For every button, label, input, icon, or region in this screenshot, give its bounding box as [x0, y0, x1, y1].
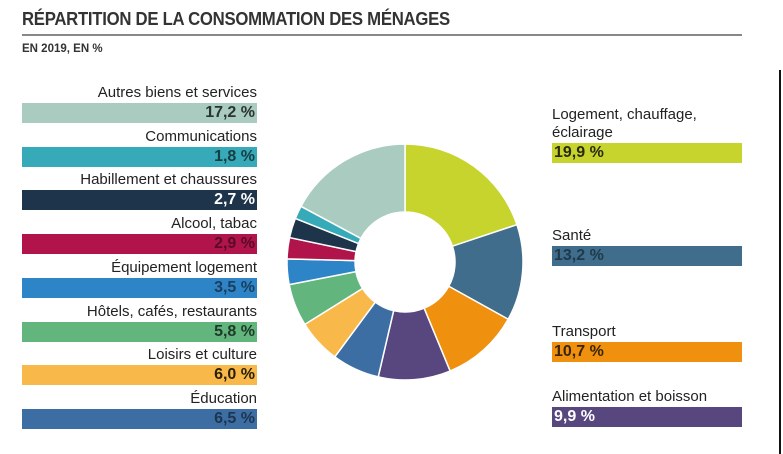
slice-label: Alcool, tabac: [171, 215, 257, 233]
donut-slice-0: [404, 143, 518, 248]
slice-value-bar: 13,2 %: [552, 246, 742, 266]
slice-value-bar: 6,5 %: [22, 408, 257, 429]
title-rule: [22, 34, 742, 36]
slice-label: Alimentation et boisson: [552, 388, 708, 405]
slice-value-bar: 6,0 %: [22, 365, 257, 386]
slice-value-bar: 10,7 %: [552, 342, 742, 362]
slice-label: Habillement et chaussures: [80, 171, 257, 189]
slice-label: éclairage: [552, 124, 613, 141]
slice-label: Éducation: [190, 389, 257, 407]
slice-value-bar: 19,9 %: [552, 143, 742, 163]
slice-label: Hôtels, cafés, restaurants: [86, 302, 257, 320]
slice-label: Loisirs et culture: [147, 346, 257, 364]
slice-value-bar: 5,8 %: [22, 321, 257, 342]
slice-label: Communications: [145, 127, 257, 145]
donut-slice-11: [299, 143, 406, 240]
slice-value-bar: 2,9 %: [22, 234, 257, 255]
slice-label: Santé: [552, 227, 592, 244]
frame-edge: [779, 70, 781, 454]
slice-label: Équipement logement: [111, 258, 257, 276]
slice-value-bar: 17,2 %: [22, 103, 257, 123]
slice-value-bar: 9,9 %: [552, 407, 742, 427]
slice-label: Logement, chauffage,: [552, 106, 697, 123]
slice-value-bar: 2,7 %: [22, 190, 257, 211]
chart-title: RÉPARTITION DE LA CONSOMMATION DES MÉNAG…: [22, 9, 450, 29]
slice-label: Transport: [552, 323, 616, 340]
chart-subtitle: EN 2019, EN %: [22, 43, 103, 55]
slice-label: Autres biens et services: [97, 84, 257, 101]
slice-value-bar: 1,8 %: [22, 146, 257, 167]
slice-value-bar: 3,5 %: [22, 277, 257, 298]
